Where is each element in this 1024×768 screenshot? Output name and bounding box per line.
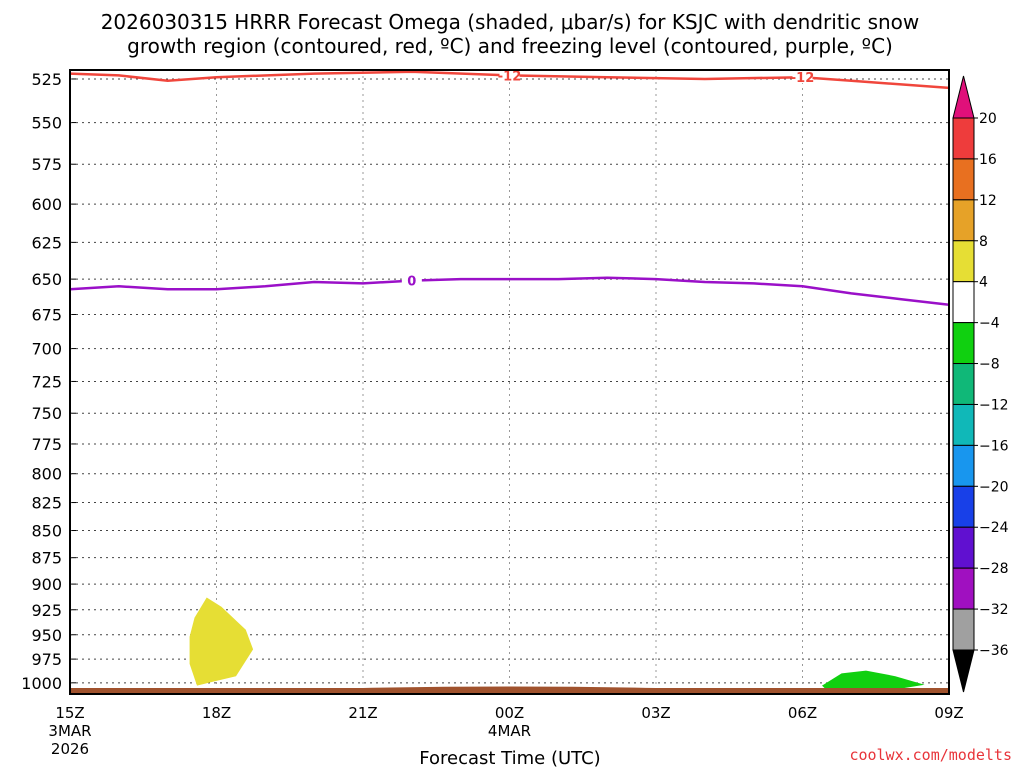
freezing-level-contour-line <box>69 276 950 306</box>
colorbar-segment <box>952 363 975 405</box>
time-tick-label: 00Z <box>495 704 524 722</box>
pressure-tick-label: 525 <box>31 70 62 89</box>
colorbar-label: 8 <box>979 234 988 250</box>
colorbar-segment <box>952 117 975 160</box>
pressure-tick-label: 600 <box>31 195 62 214</box>
colorbar-label: −8 <box>979 357 1000 373</box>
omega-shaded-area <box>189 597 254 686</box>
pressure-tick-label: 700 <box>31 340 62 359</box>
pressure-tick-label: 550 <box>31 114 62 133</box>
pressure-tick-label: 725 <box>31 372 62 391</box>
colorbar-bottom-arrow <box>952 649 975 693</box>
pressure-tick-label: 1000 <box>21 674 62 693</box>
colorbar-segment <box>952 526 975 569</box>
dgz-contour-label: -12 <box>498 69 522 84</box>
colorbar-label: 12 <box>979 193 997 209</box>
pressure-tick-label: 950 <box>31 626 62 645</box>
chart-title-line-1: 2026030315 HRRR Forecast Omega (shaded, … <box>101 10 920 34</box>
colorbar-segment <box>952 322 975 365</box>
colorbar-label: −28 <box>979 561 1009 577</box>
colorbar-label: −16 <box>979 438 1009 454</box>
freezing-level-contour-label-bg <box>401 272 422 287</box>
colorbar-segment <box>952 403 975 446</box>
plot-area: -12 -12 0 <box>69 67 950 694</box>
pressure-tick-label: 900 <box>31 575 62 594</box>
terrain-band <box>70 688 949 694</box>
pressure-tick-label: 575 <box>31 155 62 174</box>
terrain-bump <box>363 686 656 688</box>
time-tick-label: 06Z <box>788 704 817 722</box>
year-tick-label: 2026 <box>51 740 89 758</box>
colorbar-segment <box>952 567 975 610</box>
time-tick-label: 21Z <box>348 704 377 722</box>
time-tick-label: 09Z <box>934 704 963 722</box>
colorbar-segment <box>952 608 975 651</box>
date-tick-label: 4MAR <box>488 722 531 740</box>
time-tick-label: 15Z <box>55 704 84 722</box>
colorbar-label: −4 <box>979 316 1000 332</box>
x-axis-label: Forecast Time (UTC) <box>419 748 600 768</box>
omega-shaded-area <box>822 670 925 693</box>
dgz-contour-label-bg <box>792 69 813 84</box>
pressure-tick-label: 775 <box>31 435 62 454</box>
pressure-tick-label: 800 <box>31 465 62 484</box>
pressure-tick-label: 875 <box>31 549 62 568</box>
colorbar-label: −36 <box>979 643 1009 659</box>
colorbar-label: 4 <box>979 275 988 291</box>
colorbar-segment <box>952 485 975 528</box>
credit-text: coolwx.com/modelts <box>849 746 1012 764</box>
dgz-contour-label: -12 <box>791 71 815 86</box>
colorbar-segment <box>952 199 975 242</box>
colorbar-label: 20 <box>979 111 997 127</box>
pressure-tick-label: 925 <box>31 601 62 620</box>
colorbar-label: −24 <box>979 520 1009 536</box>
colorbar-top-arrow <box>952 75 975 119</box>
plot-frame <box>69 69 950 695</box>
pressure-tick-label: 650 <box>31 270 62 289</box>
colorbar-label: 16 <box>979 152 997 168</box>
colorbar-segment <box>952 444 975 487</box>
time-tick-label: 18Z <box>202 704 231 722</box>
pressure-tick-label: 975 <box>31 650 62 669</box>
colorbar-segment <box>952 281 975 324</box>
time-tick-label: 03Z <box>641 704 670 722</box>
date-tick-label: 3MAR <box>48 722 91 740</box>
pressure-tick-label: 625 <box>31 233 62 252</box>
pressure-tick-label: 750 <box>31 404 62 423</box>
colorbar-segment <box>952 158 975 201</box>
pressure-axis: 525 550 575 600 625 650 675 700 725 750 775 800 825 8… <box>21 70 76 693</box>
omega-colorbar: 20 16 12 8 4 −4 −8 −12 −16 −20 −24 −28 −32 −36 <box>952 75 1009 693</box>
pressure-tick-label: 675 <box>31 305 62 324</box>
colorbar-segment <box>952 240 975 283</box>
chart-title-line-2: growth region (contoured, red, ºC) and f… <box>127 34 893 58</box>
freezing-level-contour-label: 0 <box>407 275 416 290</box>
colorbar-label: −20 <box>979 479 1009 495</box>
colorbar-label: −12 <box>979 397 1009 413</box>
colorbar-label: −32 <box>979 602 1009 618</box>
pressure-tick-label: 850 <box>31 522 62 541</box>
pressure-tick-label: 825 <box>31 494 62 513</box>
